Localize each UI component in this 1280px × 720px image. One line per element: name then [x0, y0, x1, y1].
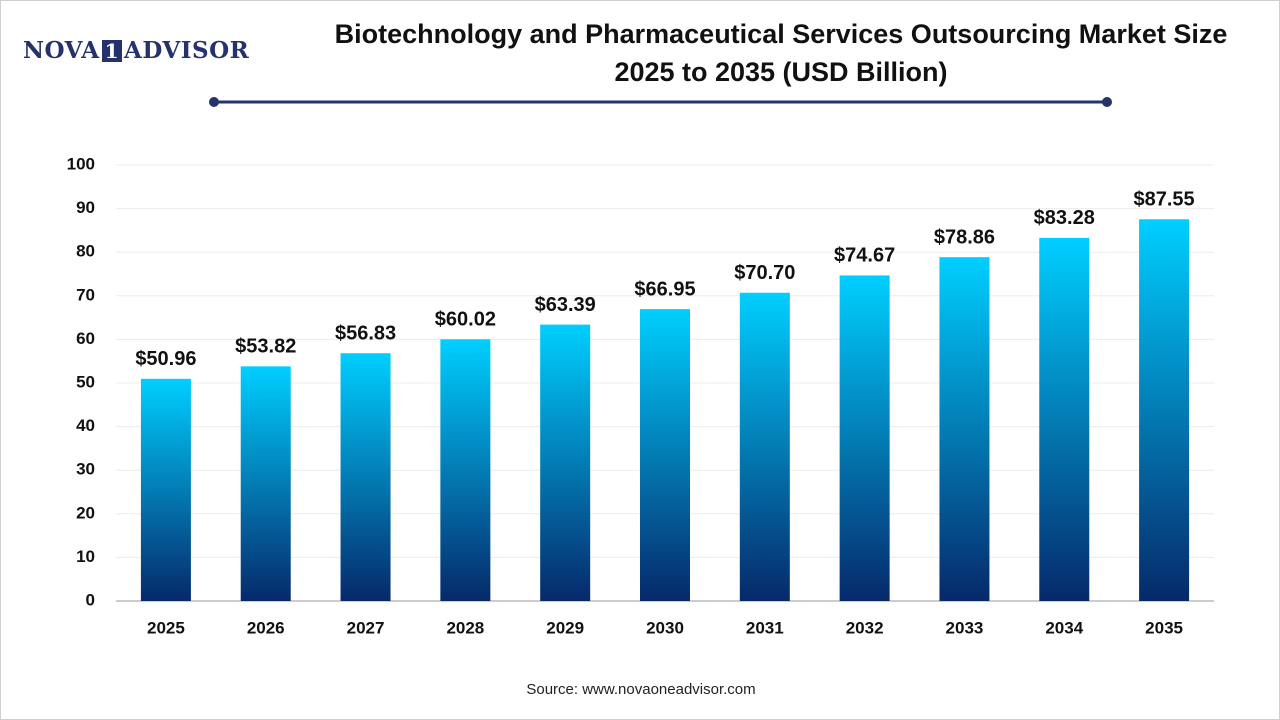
- y-tick-label: 40: [76, 416, 95, 435]
- bar: [1139, 219, 1190, 602]
- value-label: $63.39: [535, 294, 596, 316]
- x-tick-label: 2033: [946, 618, 984, 637]
- value-label: $70.70: [734, 262, 795, 284]
- logo-text: NOVA: [23, 37, 100, 64]
- logo-mark: 1: [101, 40, 122, 62]
- y-tick-label: 10: [76, 547, 95, 566]
- logo-text: ADVISOR: [123, 37, 250, 64]
- y-tick-label: 70: [76, 285, 95, 304]
- logo: NOVA 1 ADVISOR: [23, 37, 249, 64]
- bar: [340, 353, 391, 601]
- divider-dot: [1102, 97, 1112, 107]
- x-tick-label: 2026: [247, 618, 285, 637]
- x-tick-label: 2031: [746, 618, 784, 637]
- x-tick-label: 2028: [446, 618, 484, 637]
- x-tick-label: 2025: [147, 618, 185, 637]
- bar: [540, 324, 591, 601]
- bar: [939, 257, 990, 601]
- value-label: $74.67: [834, 245, 895, 267]
- value-label: $78.86: [934, 226, 995, 248]
- value-label: $53.82: [235, 336, 296, 358]
- x-tick-label: 2030: [646, 618, 684, 637]
- y-tick-label: 50: [76, 372, 95, 391]
- divider-dot: [209, 97, 219, 107]
- bar: [640, 309, 690, 601]
- value-label: $87.55: [1134, 189, 1195, 211]
- bar: [739, 292, 790, 601]
- y-tick-label: 60: [76, 329, 95, 348]
- value-label: $60.02: [435, 309, 496, 331]
- y-tick-label: 0: [86, 590, 95, 609]
- source: Source: www.novaoneadvisor.com: [526, 681, 756, 698]
- y-tick-label: 20: [76, 503, 95, 522]
- value-label: $50.96: [135, 348, 196, 370]
- y-tick-label: 100: [67, 154, 95, 173]
- value-label: $83.28: [1034, 207, 1095, 229]
- y-tick-label: 90: [76, 198, 95, 217]
- x-tick-label: 2035: [1145, 618, 1183, 637]
- bar: [440, 339, 491, 601]
- bar: [839, 275, 890, 601]
- value-label: $66.95: [634, 278, 695, 300]
- bar: [140, 378, 191, 601]
- x-tick-label: 2034: [1045, 618, 1083, 637]
- bar: [240, 366, 291, 601]
- chart-title: Biotechnology and Pharmaceutical Service…: [334, 19, 1228, 87]
- y-tick-label: 80: [76, 242, 95, 261]
- bar: [1039, 237, 1090, 601]
- x-tick-label: 2032: [846, 618, 884, 637]
- x-tick-label: 2027: [347, 618, 385, 637]
- y-tick-label: 30: [76, 460, 95, 479]
- value-label: $56.83: [335, 323, 396, 345]
- x-tick-label: 2029: [546, 618, 584, 637]
